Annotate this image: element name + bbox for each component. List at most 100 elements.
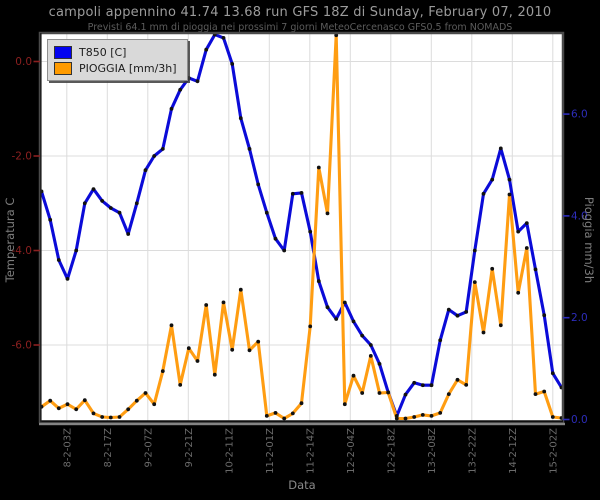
data-point-marker: [490, 266, 495, 271]
left-tick-label: -4.0: [12, 245, 33, 257]
data-point-marker: [117, 415, 122, 419]
data-point-marker: [368, 343, 373, 347]
data-point-marker: [507, 192, 512, 197]
x-tick-label: 12-2-04Z: [346, 428, 357, 474]
data-point-marker: [126, 407, 131, 412]
data-point-marker: [464, 310, 469, 314]
data-point-marker: [308, 324, 313, 329]
frame-shadow: [39, 422, 565, 426]
data-point-marker: [160, 147, 165, 151]
x-tick-label: 13-2-08Z: [427, 428, 438, 474]
x-axis-title: Data: [288, 478, 315, 492]
data-point-marker: [178, 383, 183, 387]
t850-swatch-icon: [54, 45, 72, 59]
data-point-marker: [290, 191, 295, 196]
data-point-marker: [204, 47, 209, 52]
data-point-marker: [325, 211, 330, 216]
axis-ticks: 8-2-03Z 8-2-17Z 9-2-07Z 9-2-21Z 10-2-11Z 11-2…: [12, 56, 588, 474]
series-layer: [39, 32, 564, 421]
data-point-marker: [56, 406, 61, 411]
data-point-marker: [360, 391, 365, 395]
data-point-marker: [472, 280, 477, 284]
data-point-marker: [238, 287, 243, 292]
x-tick-label: 10-2-11Z: [224, 428, 235, 474]
data-point-marker: [212, 372, 217, 377]
data-point-marker: [117, 210, 122, 215]
right-tick-label: 6.0: [571, 109, 588, 121]
data-point-marker: [368, 354, 373, 358]
data-point-marker: [256, 339, 261, 344]
data-point-marker: [446, 307, 451, 312]
data-point-marker: [100, 415, 105, 419]
right-tick-label: 2.0: [571, 312, 588, 324]
data-point-marker: [377, 391, 382, 395]
data-point-marker: [542, 389, 547, 394]
data-point-marker: [490, 177, 495, 182]
data-point-marker: [186, 76, 191, 80]
data-point-marker: [160, 369, 165, 373]
legend-label-t850: T850 [C]: [79, 45, 127, 59]
data-point-marker: [334, 317, 339, 321]
data-point-marker: [134, 201, 139, 206]
data-point-marker: [542, 313, 547, 318]
legend-item-pioggia: PIOGGIA [mm/3h]: [54, 60, 177, 76]
data-point-marker: [403, 392, 408, 397]
x-tick-label: 14-2-12Z: [508, 428, 519, 474]
legend-item-t850: T850 [C]: [54, 44, 177, 60]
data-point-marker: [195, 359, 200, 363]
data-point-marker: [108, 206, 113, 210]
data-point-marker: [152, 402, 157, 407]
data-point-marker: [377, 362, 382, 366]
x-tick-label: 9-2-21Z: [184, 428, 195, 468]
legend: T850 [C] PIOGGIA [mm/3h]: [47, 39, 188, 81]
data-point-marker: [516, 229, 521, 234]
data-point-marker: [524, 221, 529, 226]
data-point-marker: [143, 168, 148, 173]
right-tick-label: 4.0: [571, 210, 588, 222]
data-point-marker: [516, 290, 521, 295]
data-point-marker: [351, 319, 356, 324]
data-point-marker: [108, 415, 113, 420]
data-point-marker: [264, 414, 269, 418]
data-point-marker: [394, 414, 399, 418]
data-point-marker: [56, 258, 61, 262]
data-point-marker: [472, 248, 477, 253]
data-point-marker: [412, 415, 417, 419]
left-tick-label: -6.0: [12, 340, 33, 352]
data-point-marker: [48, 217, 53, 222]
data-point-marker: [91, 411, 96, 416]
data-point-marker: [178, 87, 183, 92]
data-point-marker: [533, 267, 538, 272]
data-point-marker: [204, 303, 209, 307]
data-point-marker: [412, 380, 417, 385]
data-point-marker: [420, 383, 425, 388]
data-point-marker: [481, 191, 486, 196]
data-point-marker: [386, 390, 391, 395]
data-point-marker: [143, 391, 148, 395]
legend-label-pioggia: PIOGGIA [mm/3h]: [79, 61, 177, 75]
data-point-marker: [507, 177, 512, 182]
data-point-marker: [429, 383, 434, 388]
data-point-marker: [342, 300, 347, 305]
x-tick-label: 12-2-18Z: [386, 428, 397, 474]
right-tick-label: 0.0: [571, 414, 588, 426]
x-tick-label: 8-2-17Z: [103, 428, 114, 468]
data-point-marker: [299, 191, 304, 195]
data-point-marker: [446, 392, 451, 396]
data-point-marker: [455, 313, 460, 318]
data-point-marker: [221, 36, 226, 40]
data-point-marker: [169, 323, 174, 328]
left-tick-label: 0.0: [15, 56, 32, 68]
data-point-marker: [438, 411, 443, 415]
x-tick-label: 9-2-07Z: [143, 428, 154, 468]
data-point-marker: [360, 333, 365, 338]
data-point-marker: [152, 154, 157, 158]
x-tick-label: 8-2-03Z: [62, 428, 73, 468]
data-point-marker: [238, 116, 243, 121]
data-point-marker: [498, 146, 503, 151]
data-point-marker: [316, 165, 321, 170]
data-point-marker: [299, 401, 304, 406]
data-point-marker: [273, 236, 278, 241]
data-point-marker: [169, 106, 174, 111]
